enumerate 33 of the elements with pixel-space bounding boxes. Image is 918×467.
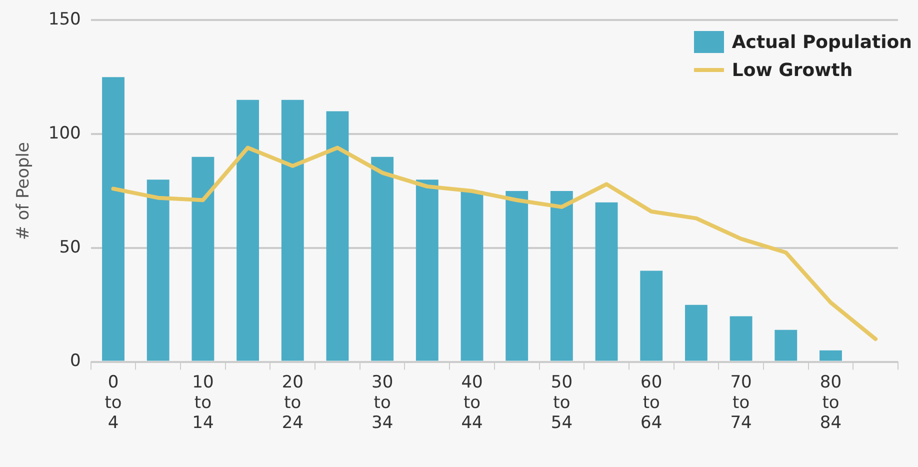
x-tick-label: 80 to 84 [820, 372, 842, 434]
bar [730, 316, 752, 361]
bar [146, 180, 170, 361]
bar [102, 77, 124, 361]
y-tick-label: 150 [48, 10, 81, 30]
legend-label: Actual Population [732, 32, 912, 52]
bar [371, 156, 394, 361]
x-tick-label: 50 to 54 [550, 372, 573, 434]
bar [820, 350, 842, 361]
y-tick-label: 50 [59, 237, 81, 258]
bar [460, 191, 484, 361]
x-tick-label: 0 to 4 [104, 372, 122, 434]
bar [685, 304, 708, 361]
bar [281, 100, 304, 361]
bar [550, 191, 573, 361]
y-tick-label: 0 [70, 351, 81, 372]
x-tick-label: 70 to 74 [730, 372, 752, 434]
x-tick-label: 60 to 64 [640, 372, 662, 434]
y-axis-title: # of People [14, 142, 34, 240]
x-tick-label: 10 to 14 [192, 372, 214, 434]
x-tick-label: 20 to 24 [282, 372, 304, 434]
bar [326, 111, 349, 361]
legend-label: Low Growth [732, 60, 853, 80]
y-tick-label: 100 [48, 123, 81, 144]
bar [506, 191, 528, 361]
bar [595, 202, 618, 361]
bar [192, 156, 214, 361]
bar [236, 100, 260, 361]
x-tick-label: 40 to 44 [461, 372, 483, 434]
x-tick-label: 30 to 34 [372, 372, 394, 434]
bar [416, 180, 438, 361]
bar [774, 330, 798, 361]
bar [640, 270, 663, 361]
